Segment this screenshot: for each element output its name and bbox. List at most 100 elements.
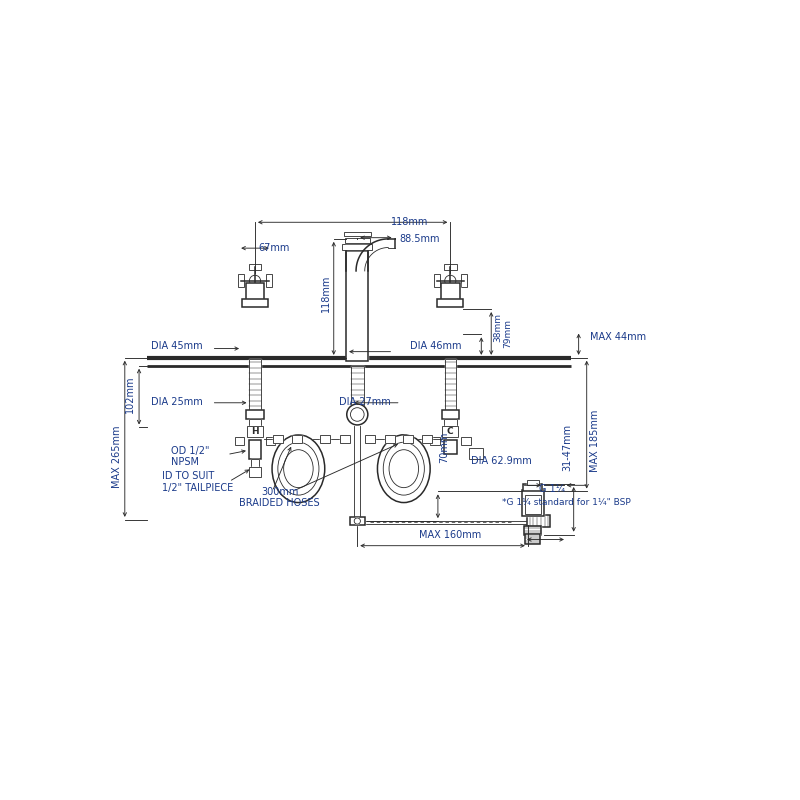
- Bar: [247, 426, 263, 438]
- Bar: [461, 438, 470, 445]
- Text: 118mm: 118mm: [391, 217, 429, 226]
- Bar: [525, 494, 541, 514]
- Bar: [266, 438, 275, 445]
- Circle shape: [354, 518, 361, 524]
- Bar: [249, 467, 261, 477]
- Bar: [292, 434, 302, 443]
- Text: H: H: [251, 427, 259, 436]
- Bar: [523, 484, 542, 491]
- Bar: [365, 434, 374, 443]
- Bar: [345, 238, 370, 242]
- Bar: [234, 438, 245, 445]
- Text: 118mm: 118mm: [322, 274, 331, 312]
- Bar: [340, 434, 350, 443]
- Bar: [403, 434, 413, 443]
- Bar: [246, 283, 264, 301]
- Text: *G 1¹⁄₄ standard for 1¹⁄₄" BSP: *G 1¹⁄₄ standard for 1¹⁄₄" BSP: [502, 498, 630, 507]
- Text: DIA 27mm: DIA 27mm: [338, 397, 390, 407]
- Bar: [430, 438, 440, 445]
- Bar: [526, 534, 540, 545]
- Bar: [430, 438, 440, 445]
- Bar: [249, 440, 261, 459]
- Bar: [249, 440, 261, 459]
- Bar: [351, 366, 363, 410]
- Bar: [522, 490, 544, 516]
- Bar: [350, 518, 365, 525]
- Bar: [422, 434, 432, 443]
- Bar: [342, 244, 372, 250]
- Ellipse shape: [378, 435, 430, 502]
- Bar: [344, 231, 371, 237]
- Text: MAX 185mm: MAX 185mm: [590, 410, 600, 472]
- Bar: [469, 448, 482, 459]
- Text: MAX 160mm: MAX 160mm: [419, 530, 482, 540]
- Bar: [442, 426, 458, 438]
- Bar: [385, 434, 394, 443]
- Bar: [444, 440, 457, 454]
- Bar: [234, 438, 245, 445]
- Bar: [444, 418, 457, 426]
- Bar: [250, 459, 259, 468]
- Bar: [346, 251, 369, 361]
- Bar: [320, 434, 330, 443]
- Text: 102mm: 102mm: [125, 375, 134, 413]
- Text: G 1¹⁄₄: G 1¹⁄₄: [539, 484, 565, 494]
- Bar: [444, 264, 457, 270]
- Bar: [242, 299, 268, 306]
- Text: C: C: [447, 427, 454, 436]
- Bar: [273, 434, 283, 443]
- Text: 31-47mm: 31-47mm: [562, 423, 572, 470]
- Bar: [444, 418, 457, 426]
- Text: 88.5mm: 88.5mm: [399, 234, 439, 244]
- Bar: [526, 534, 540, 545]
- Bar: [438, 299, 463, 306]
- Bar: [434, 274, 440, 287]
- Bar: [247, 426, 263, 438]
- Text: 79mm: 79mm: [503, 318, 512, 348]
- Bar: [266, 274, 272, 287]
- Bar: [526, 515, 550, 527]
- Bar: [249, 418, 261, 426]
- Bar: [340, 434, 350, 443]
- Bar: [273, 434, 283, 443]
- Bar: [461, 438, 470, 445]
- Bar: [320, 434, 330, 443]
- Text: ID TO SUIT
1/2" TAILPIECE: ID TO SUIT 1/2" TAILPIECE: [162, 471, 234, 493]
- Bar: [442, 410, 459, 419]
- Bar: [385, 434, 394, 443]
- Text: DIA 46mm: DIA 46mm: [410, 341, 462, 351]
- Bar: [292, 434, 302, 443]
- Bar: [422, 434, 432, 443]
- Bar: [526, 480, 539, 486]
- Bar: [350, 518, 365, 525]
- Circle shape: [346, 404, 368, 425]
- Bar: [250, 359, 261, 410]
- Text: 70mm: 70mm: [439, 431, 449, 463]
- Bar: [442, 426, 458, 438]
- Bar: [250, 359, 261, 410]
- Bar: [523, 484, 542, 491]
- Bar: [461, 274, 467, 287]
- Bar: [444, 291, 457, 298]
- Text: 67mm: 67mm: [258, 243, 290, 253]
- Text: OD 1/2"
NPSM: OD 1/2" NPSM: [171, 446, 210, 467]
- Bar: [345, 238, 370, 242]
- Bar: [365, 434, 374, 443]
- Bar: [441, 283, 459, 301]
- Bar: [242, 299, 268, 306]
- Bar: [444, 440, 457, 454]
- Bar: [351, 366, 363, 410]
- Bar: [445, 359, 456, 410]
- Bar: [526, 480, 539, 486]
- Ellipse shape: [272, 435, 325, 502]
- Text: DIA 62.9mm: DIA 62.9mm: [470, 456, 531, 466]
- Bar: [249, 467, 261, 477]
- Bar: [249, 291, 262, 298]
- Bar: [246, 410, 264, 419]
- Bar: [346, 251, 369, 361]
- Bar: [246, 283, 264, 301]
- Bar: [438, 299, 463, 306]
- Text: MAX 44mm: MAX 44mm: [590, 333, 646, 342]
- Bar: [250, 459, 259, 468]
- Bar: [469, 448, 482, 459]
